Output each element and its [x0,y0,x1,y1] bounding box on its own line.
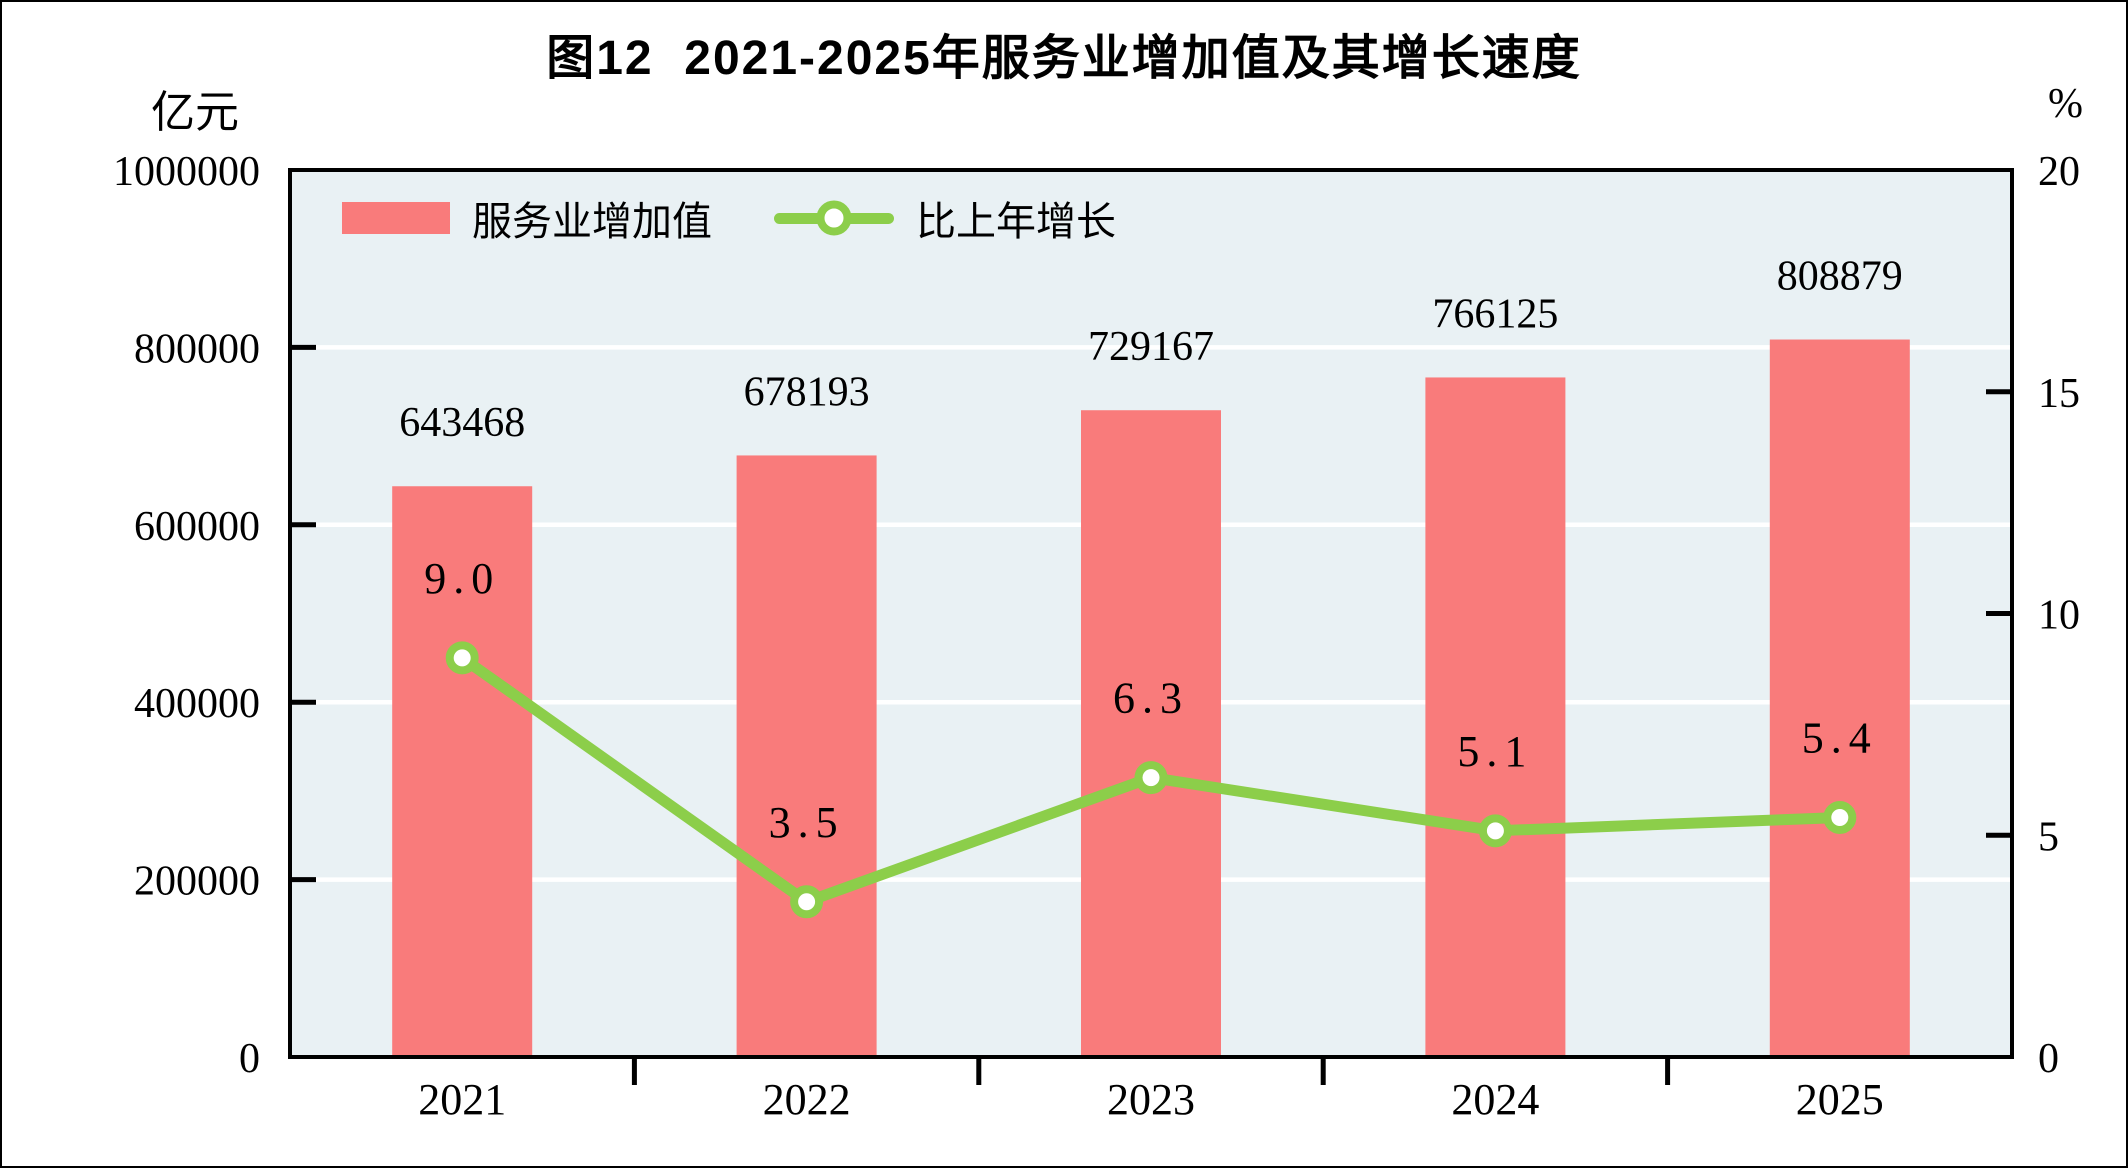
bar-value-label: 808879 [1777,254,1903,300]
bar-2023 [1081,410,1221,1057]
left-axis-tick-label: 0 [239,1036,260,1082]
bar-value-label: 678193 [744,369,870,415]
legend-line-swatch-icon [774,200,894,236]
plot-border [288,168,2014,1059]
bar-2021 [392,486,533,1057]
right-axis-tick-label: 10 [2038,593,2080,639]
left-axis-tick-label: 600000 [134,504,260,550]
x-axis-category-label: 2022 [763,1075,851,1124]
line-value-label: 5.4 [1802,714,1878,763]
legend-bar-swatch-icon [342,202,450,234]
line-value-label: 9.0 [424,554,500,603]
left-axis-unit-label: 亿元 [151,88,239,137]
left-axis-tick-label: 1000000 [113,149,260,195]
growth-marker-2023 [1134,761,1168,795]
chart-title: 图12 2021-2025年服务业增加值及其增长速度 [546,32,1582,85]
growth-marker-2021 [445,641,479,675]
left-axis-tick-label: 200000 [134,859,260,905]
right-axis-tick-label: 0 [2038,1036,2059,1082]
right-axis-unit-label: % [2048,81,2083,127]
bar-2025 [1769,339,1910,1058]
right-axis-tick-label: 5 [2038,814,2059,860]
x-axis-category-label: 2023 [1107,1075,1195,1124]
legend-line-marker-icon [816,200,852,236]
legend-line-label: 比上年增长 [916,199,1116,244]
bar-2022 [736,455,877,1057]
bar-2024 [1425,377,1566,1057]
growth-marker-2025 [1823,801,1857,835]
x-axis-category-label: 2025 [1796,1075,1884,1124]
right-axis-tick-label: 20 [2038,149,2080,195]
x-axis-category-label: 2021 [418,1075,506,1124]
line-value-label: 6.3 [1113,674,1189,723]
left-axis-tick-label: 400000 [134,681,260,727]
left-axis-tick-label: 800000 [134,326,260,372]
line-value-label: 3.5 [769,798,845,847]
line-value-label: 5.1 [1457,727,1533,776]
legend-bar-label: 服务业增加值 [472,199,712,244]
bar-value-label: 643468 [399,400,525,446]
bar-value-label: 729167 [1088,324,1214,370]
right-axis-tick-label: 15 [2038,371,2080,417]
growth-marker-2024 [1478,814,1512,848]
growth-marker-2022 [790,885,824,919]
legend: 服务业增加值 比上年增长 [342,199,1116,244]
bar-value-label: 766125 [1432,291,1558,337]
x-axis-category-label: 2024 [1451,1075,1539,1124]
